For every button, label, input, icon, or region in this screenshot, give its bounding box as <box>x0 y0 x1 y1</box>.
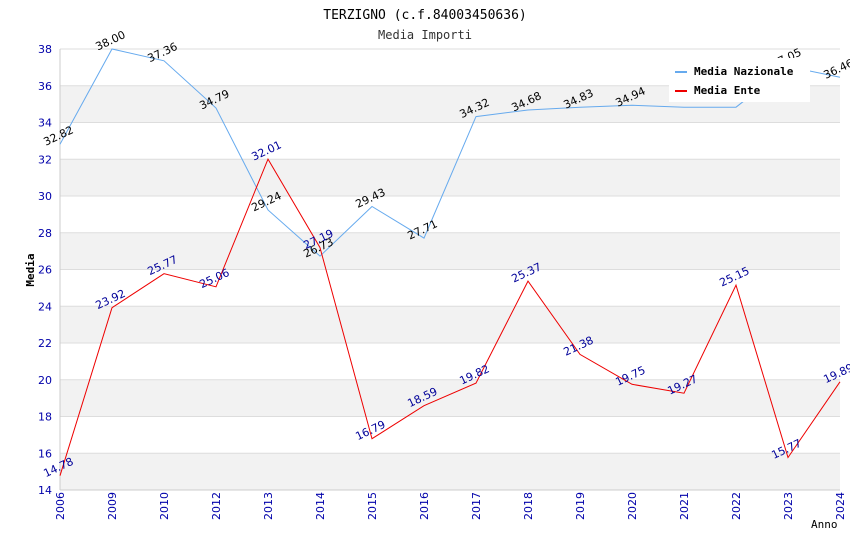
grid-band <box>60 453 840 490</box>
chart-title: TERZIGNO (c.f.84003450636) <box>323 8 527 23</box>
x-tick-label: 2015 <box>366 492 379 520</box>
x-tick-labels: 2006 2009 2010 2012 2013 2014 2015 2016 2017 2018… <box>54 492 847 520</box>
x-tick-label: 2018 <box>522 492 535 520</box>
x-tick-label: 2009 <box>106 492 119 520</box>
y-tick-label: 36 <box>38 80 52 93</box>
series-line-1 <box>59 157 841 476</box>
x-tick-label: 2016 <box>418 492 431 520</box>
y-axis-label: Media <box>24 253 37 286</box>
x-tick-label: 2022 <box>730 492 743 520</box>
grid-band <box>60 343 840 380</box>
y-tick-label: 18 <box>38 411 52 424</box>
x-tick-label: 2010 <box>158 492 171 520</box>
grid-band <box>60 306 840 343</box>
x-axis-label: Anno <box>811 518 838 531</box>
y-tick-label: 20 <box>38 374 52 387</box>
legend-label-media-nazionale: Media Nazionale <box>694 65 794 78</box>
y-tick-label: 22 <box>38 337 52 350</box>
y-tick-label: 14 <box>38 484 52 497</box>
grid-band <box>60 196 840 233</box>
grid-band <box>60 269 840 307</box>
x-tick-label: 2006 <box>54 492 67 520</box>
x-tick-label: 2023 <box>782 492 795 520</box>
y-tick-label: 32 <box>38 153 52 166</box>
x-tick-label: 2020 <box>626 492 639 520</box>
x-tick-label: 2014 <box>314 492 327 520</box>
x-tick-label: 2021 <box>678 492 691 520</box>
chart-subtitle: Media Importi <box>378 28 472 42</box>
axes <box>59 49 840 491</box>
x-tick-label: 2019 <box>574 492 587 520</box>
grid-band <box>60 379 840 417</box>
x-tick-label: 2013 <box>262 492 275 520</box>
legend: Media Nazionale Media Ente <box>669 58 810 102</box>
y-tick-label: 26 <box>38 264 52 277</box>
x-tick-label: 2012 <box>210 492 223 520</box>
legend-label-media-ente: Media Ente <box>694 84 761 97</box>
y-tick-label: 16 <box>38 447 52 460</box>
y-tick-label: 34 <box>38 117 52 130</box>
series-line-0 <box>59 48 841 257</box>
x-tick-label: 2017 <box>470 492 483 520</box>
y-tick-label: 24 <box>38 300 52 313</box>
legend-box <box>669 58 810 102</box>
grid-band <box>60 232 840 270</box>
y-tick-labels: 14 16 18 20 22 24 26 28 30 32 34 36 38 <box>38 43 52 497</box>
grid-band <box>60 416 840 454</box>
grid-bands <box>60 49 840 490</box>
y-tick-label: 38 <box>38 43 52 56</box>
y-tick-label: 28 <box>38 227 52 240</box>
x-tick-label: 2024 <box>834 492 847 520</box>
series-lines <box>59 48 841 476</box>
y-tick-label: 30 <box>38 190 52 203</box>
grid-band <box>60 122 840 160</box>
